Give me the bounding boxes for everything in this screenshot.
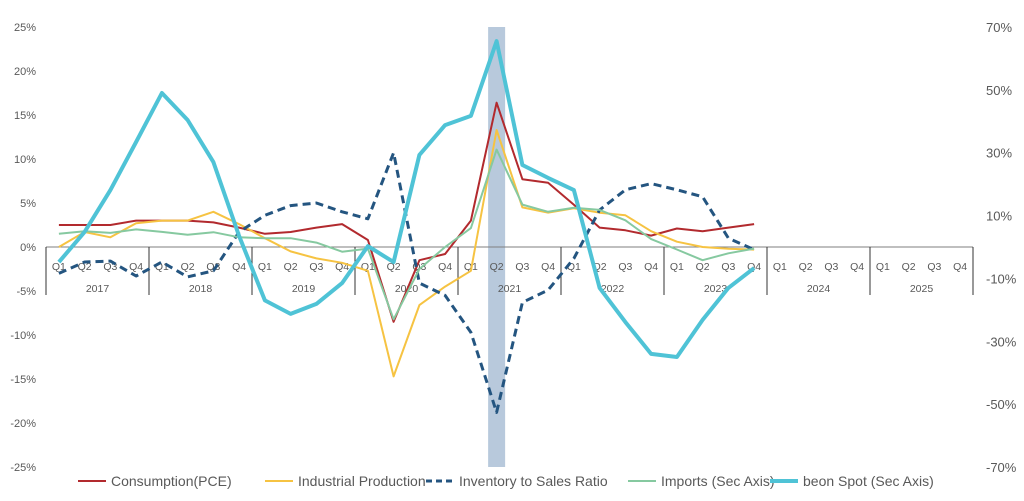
- y-right-tick-label: -70%: [986, 460, 1017, 475]
- y-left-tick-label: 25%: [14, 22, 36, 34]
- x-tick-quarter: Q3: [721, 261, 735, 273]
- x-tick-quarter: Q4: [541, 261, 555, 273]
- y-right-tick-label: 10%: [986, 209, 1012, 224]
- x-tick-quarter: Q2: [387, 261, 401, 273]
- y-left-tick-label: -20%: [10, 418, 36, 430]
- y-right-tick-label: -50%: [986, 397, 1017, 412]
- x-tick-quarter: Q1: [155, 261, 169, 273]
- x-tick-quarter: Q1: [258, 261, 272, 273]
- x-tick-quarter: Q3: [618, 261, 632, 273]
- y-left-tick-label: -25%: [10, 462, 36, 474]
- legend-label: Consumption(PCE): [111, 473, 232, 489]
- x-tick-year: 2022: [601, 283, 625, 295]
- x-tick-quarter: Q4: [644, 261, 658, 273]
- x-tick-quarter: Q2: [902, 261, 916, 273]
- y-left-tick-label: -10%: [10, 330, 36, 342]
- legend-label: Industrial Production: [298, 473, 426, 489]
- y-left-tick-label: -15%: [10, 374, 36, 386]
- y-right-tick-label: -30%: [986, 334, 1017, 349]
- y-left-tick-label: 0%: [20, 242, 36, 254]
- x-tick-quarter: Q1: [876, 261, 890, 273]
- x-tick-quarter: Q3: [515, 261, 529, 273]
- y-right-tick-label: 50%: [986, 83, 1012, 98]
- x-tick-quarter: Q1: [773, 261, 787, 273]
- x-tick-year: 2018: [189, 283, 213, 295]
- x-tick-quarter: Q4: [850, 261, 864, 273]
- series-line-4: [57, 39, 756, 359]
- x-tick-quarter: Q3: [927, 261, 941, 273]
- legend-label: beon Spot (Sec Axis): [803, 473, 934, 489]
- x-tick-year: 2017: [86, 283, 110, 295]
- y-left-tick-label: 15%: [14, 110, 36, 122]
- x-tick-quarter: Q2: [799, 261, 813, 273]
- x-tick-quarter: Q2: [78, 261, 92, 273]
- y-left-tick-label: 20%: [14, 66, 36, 78]
- x-tick-quarter: Q1: [52, 261, 66, 273]
- y-left-tick-label: 5%: [20, 198, 36, 210]
- x-tick-quarter: Q4: [232, 261, 246, 273]
- series-line-1: [58, 129, 755, 378]
- y-right-tick-label: 70%: [986, 20, 1012, 35]
- x-tick-year: 2024: [807, 283, 831, 295]
- x-tick-quarter: Q3: [824, 261, 838, 273]
- x-tick-quarter: Q4: [438, 261, 452, 273]
- x-tick-year: 2021: [498, 283, 522, 295]
- series-line-3: [58, 148, 755, 321]
- x-tick-quarter: Q4: [129, 261, 143, 273]
- x-tick-year: 2023: [704, 283, 728, 295]
- x-tick-year: 2025: [910, 283, 934, 295]
- x-tick-year: 2019: [292, 283, 316, 295]
- x-tick-quarter: Q1: [670, 261, 684, 273]
- y-left-tick-label: -5%: [16, 286, 36, 298]
- legend-label: Inventory to Sales Ratio: [459, 473, 608, 489]
- y-right-tick-label: 30%: [986, 146, 1012, 161]
- x-tick-quarter: Q2: [181, 261, 195, 273]
- x-tick-quarter: Q2: [490, 261, 504, 273]
- legend-label: Imports (Sec Axis): [661, 473, 775, 489]
- x-tick-quarter: Q3: [309, 261, 323, 273]
- x-tick-quarter: Q4: [953, 261, 967, 273]
- y-left-tick-label: 10%: [14, 154, 36, 166]
- y-right-tick-label: -10%: [986, 271, 1017, 286]
- x-tick-quarter: Q2: [284, 261, 298, 273]
- x-tick-quarter: Q2: [696, 261, 710, 273]
